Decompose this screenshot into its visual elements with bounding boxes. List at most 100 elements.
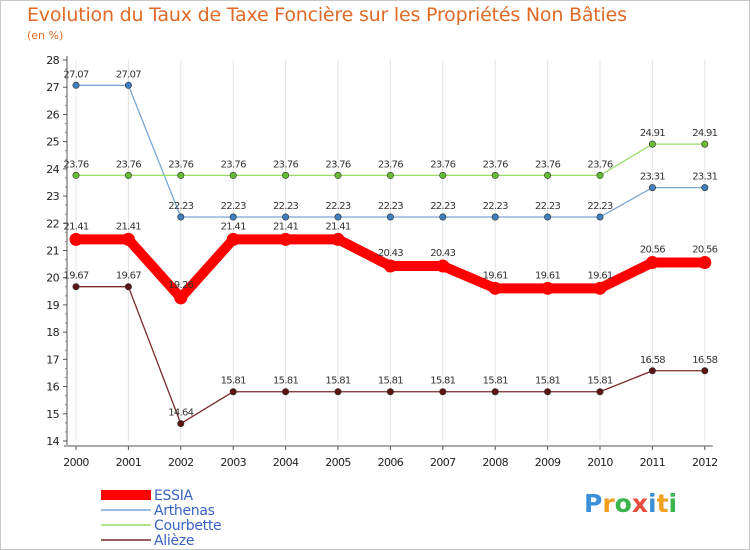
point-courbette-2009	[544, 171, 552, 179]
point-essia-2009	[541, 281, 555, 295]
x-tick-label-2011: 2011	[640, 456, 666, 469]
data-label-courbette-2005: 23.76	[325, 159, 350, 170]
data-label-arthenas-2011: 23.31	[640, 172, 665, 183]
data-label-courbette-2001: 23.76	[116, 159, 141, 170]
y-tick-label-15: 15	[46, 408, 59, 421]
point-essia-2001	[121, 232, 135, 246]
point-essia-2004	[279, 232, 293, 246]
point-essia-2010	[593, 281, 607, 295]
point-ali-ze-2006	[386, 388, 394, 396]
x-tick-label-2003: 2003	[220, 456, 246, 469]
point-courbette-2002	[177, 171, 185, 179]
point-courbette-2012	[701, 140, 709, 148]
data-label-ali-ze-2011: 16.58	[640, 355, 665, 366]
data-labels-group: 21.41 21.41 19.26 21.41 21.41 21.41 20.43 20.43…	[63, 69, 718, 419]
y-tick-label-23: 23	[46, 190, 59, 203]
y-tick-label-22: 22	[46, 217, 59, 230]
axes	[63, 56, 713, 450]
legend-item-arthenas: Arthenas	[101, 503, 215, 519]
y-tick-label-24: 24	[46, 163, 59, 176]
point-ali-ze-2010	[596, 388, 604, 396]
data-label-arthenas-2006: 22.23	[378, 201, 403, 212]
data-label-essia-2011: 20.56	[640, 244, 665, 255]
y-tick-label-26: 26	[46, 108, 59, 121]
point-arthenas-2008	[491, 213, 499, 221]
y-tick-label-25: 25	[46, 136, 59, 149]
legend-label-ali-ze: Alièze	[154, 533, 194, 549]
legend-label-essia: ESSIA	[154, 488, 194, 504]
point-essia-2011	[645, 255, 659, 269]
data-label-ali-ze-2005: 15.81	[325, 376, 350, 387]
point-courbette-2007	[439, 171, 447, 179]
data-label-arthenas-2009: 22.23	[535, 201, 560, 212]
data-label-arthenas-2010: 22.23	[587, 201, 612, 212]
y-axis-unit-label: (en %)	[27, 29, 64, 42]
data-label-ali-ze-2002: 14.64	[168, 408, 193, 419]
point-essia-2012	[698, 255, 712, 269]
x-tick-label-2007: 2007	[430, 456, 456, 469]
point-courbette-2005	[334, 171, 342, 179]
data-label-essia-2005: 21.41	[325, 221, 350, 232]
y-tick-label-16: 16	[46, 381, 59, 394]
data-label-ali-ze-2004: 15.81	[273, 376, 298, 387]
data-label-essia-2009: 19.61	[535, 270, 560, 281]
series-arthenas	[72, 81, 709, 221]
data-label-arthenas-2008: 22.23	[483, 201, 508, 212]
legend-label-courbette: Courbette	[154, 518, 221, 534]
point-essia-2003	[226, 232, 240, 246]
point-ali-ze-2001	[124, 283, 132, 291]
data-label-essia-2007: 20.43	[430, 248, 455, 259]
point-ali-ze-2007	[439, 388, 447, 396]
data-label-ali-ze-2009: 15.81	[535, 376, 560, 387]
data-label-ali-ze-2006: 15.81	[378, 376, 403, 387]
data-label-essia-2002: 19.26	[168, 280, 193, 291]
y-tick-labels: 14 15 16 17 18 19 20 21 22 23 24 25 26 27 28	[46, 54, 60, 448]
series-courbette	[72, 140, 709, 179]
data-label-ali-ze-2001: 19.67	[116, 271, 141, 282]
point-ali-ze-2000	[72, 283, 80, 291]
point-ali-ze-2004	[282, 388, 290, 396]
x-tick-label-2009: 2009	[535, 456, 561, 469]
logo-letter: P	[584, 489, 603, 518]
data-label-ali-ze-2012: 16.58	[692, 355, 717, 366]
point-ali-ze-2009	[544, 388, 552, 396]
data-label-courbette-2010: 23.76	[587, 159, 612, 170]
y-tick-label-21: 21	[46, 245, 59, 258]
data-label-arthenas-2005: 22.23	[325, 201, 350, 212]
x-tick-label-2010: 2010	[587, 456, 613, 469]
y-tick-label-14: 14	[46, 435, 59, 448]
data-label-ali-ze-2007: 15.81	[430, 376, 455, 387]
x-tick-label-2005: 2005	[325, 456, 351, 469]
data-label-courbette-2011: 24.91	[640, 128, 665, 139]
data-label-essia-2003: 21.41	[221, 221, 246, 232]
data-label-courbette-2008: 23.76	[483, 159, 508, 170]
x-tick-label-2004: 2004	[273, 456, 299, 469]
point-courbette-2004	[282, 171, 290, 179]
point-courbette-2008	[491, 171, 499, 179]
point-arthenas-2009	[544, 213, 552, 221]
point-ali-ze-2008	[491, 388, 499, 396]
series-ali-ze	[72, 283, 709, 428]
point-arthenas-2003	[229, 213, 237, 221]
point-essia-2005	[331, 232, 345, 246]
point-courbette-2000	[72, 171, 80, 179]
data-label-essia-2006: 20.43	[378, 248, 403, 259]
point-arthenas-2000	[72, 81, 80, 89]
point-arthenas-2010	[596, 213, 604, 221]
legend-label-arthenas: Arthenas	[154, 503, 215, 519]
data-label-arthenas-2012: 23.31	[692, 172, 717, 183]
legend-item-courbette: Courbette	[101, 518, 222, 534]
data-label-ali-ze-2008: 15.81	[483, 376, 508, 387]
data-label-arthenas-2007: 22.23	[430, 201, 455, 212]
point-courbette-2010	[596, 171, 604, 179]
logo-letter: x	[631, 489, 648, 518]
data-label-essia-2001: 21.41	[116, 221, 141, 232]
point-courbette-2011	[648, 140, 656, 148]
y-tick-label-27: 27	[46, 81, 59, 94]
data-label-courbette-2007: 23.76	[430, 159, 455, 170]
chart-title: Evolution du Taux de Taxe Foncière sur l…	[27, 4, 627, 26]
y-tick-label-17: 17	[46, 353, 59, 366]
point-courbette-2003	[229, 171, 237, 179]
